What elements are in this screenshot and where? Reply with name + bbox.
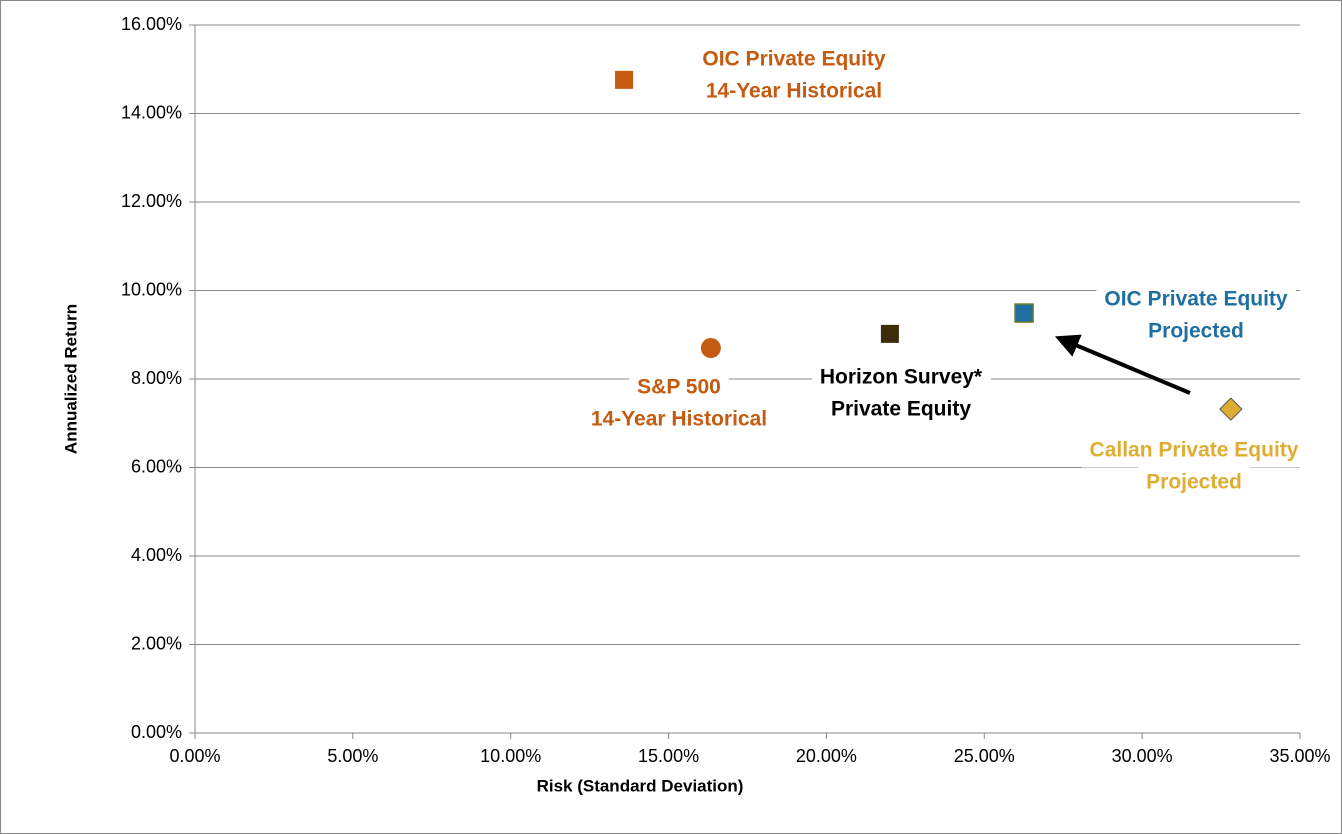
x-tick-label: 0.00% — [169, 746, 220, 766]
point-label: 14-Year Historical — [591, 408, 767, 431]
y-axis-title: Annualized Return — [61, 304, 80, 454]
point-label: Horizon Survey* — [820, 366, 983, 389]
point-label: Projected — [1148, 320, 1244, 343]
label-background — [697, 73, 891, 109]
label-background — [1138, 464, 1250, 500]
point-label: 14-Year Historical — [706, 80, 882, 103]
label-background — [582, 401, 776, 437]
point — [615, 70, 634, 89]
marks — [615, 70, 1243, 421]
label-background — [1081, 432, 1307, 468]
label-background — [1096, 281, 1296, 317]
x-tick-label: 5.00% — [327, 746, 378, 766]
y-tick-label: 6.00% — [131, 456, 182, 476]
point-label: Private Equity — [831, 398, 971, 421]
point-labels: OIC Private Equity 14-Year Historical S&P … — [591, 48, 1299, 494]
label-background — [629, 369, 729, 405]
y-tick-label: 14.00% — [121, 102, 182, 122]
label-background — [811, 359, 991, 395]
point — [1014, 303, 1034, 323]
y-tick-label: 2.00% — [131, 633, 182, 653]
label-background — [694, 41, 894, 77]
x-tick-label: 35.00% — [1269, 746, 1330, 766]
point-label: S&P 500 — [637, 376, 721, 399]
point — [1219, 397, 1243, 421]
x-tick-label: 10.00% — [480, 746, 541, 766]
y-tick-label: 4.00% — [131, 545, 182, 565]
point-label: OIC Private Equity — [702, 48, 886, 71]
x-tick-label: 20.00% — [796, 746, 857, 766]
arrow — [1054, 334, 1191, 395]
point — [880, 324, 899, 343]
y-tick-label: 16.00% — [121, 14, 182, 34]
label-background — [1140, 313, 1252, 349]
point-label: Projected — [1146, 471, 1242, 494]
point-label: OIC Private Equity — [1104, 288, 1288, 311]
point — [700, 338, 721, 359]
x-tick-label: 25.00% — [954, 746, 1015, 766]
y-tick-label: 12.00% — [121, 191, 182, 211]
label-backgrounds — [582, 41, 1307, 500]
y-tick-label: 0.00% — [131, 722, 182, 742]
point-label: Callan Private Equity — [1090, 439, 1299, 462]
y-tick-label: 10.00% — [121, 279, 182, 299]
x-tick-label: 15.00% — [638, 746, 699, 766]
x-axis-title: Risk (Standard Deviation) — [537, 776, 744, 795]
label-background — [822, 391, 980, 427]
x-tick-label: 30.00% — [1112, 746, 1173, 766]
y-tick-label: 8.00% — [131, 368, 182, 388]
